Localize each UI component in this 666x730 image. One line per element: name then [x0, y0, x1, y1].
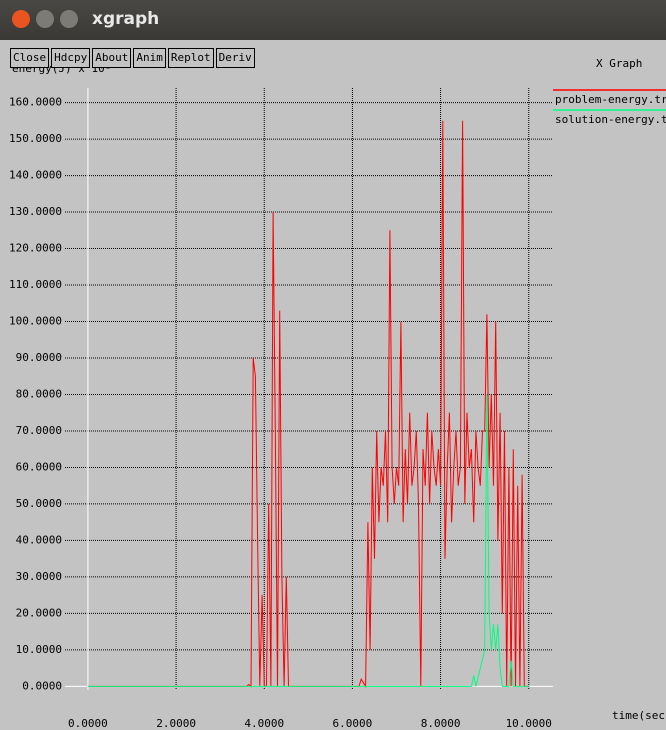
legend-label: solution-energy.tr: [555, 113, 666, 126]
y-tick-label: 10.0000: [16, 643, 62, 656]
y-tick-label: 20.0000: [16, 606, 62, 619]
title-bar: xgraph: [0, 0, 666, 40]
x-tick-label: 2.0000: [156, 717, 196, 730]
data-line: [87, 120, 529, 689]
chart-title: X Graph: [596, 57, 642, 70]
toolbar-button[interactable]: About: [92, 48, 132, 68]
y-tick-label: 140.0000: [9, 169, 62, 182]
data-line: [87, 394, 529, 687]
y-tick-label: 160.0000: [9, 96, 62, 109]
x-tick-label: 10.0000: [506, 717, 552, 730]
y-tick-label: 90.0000: [16, 351, 62, 364]
y-tick-label: 120.0000: [9, 242, 62, 255]
toolbar-button[interactable]: Close: [10, 48, 50, 68]
toolbar-button[interactable]: Replot: [167, 48, 214, 68]
max-dot[interactable]: [60, 10, 78, 28]
x-tick-label: 0.0000: [68, 717, 108, 730]
y-tick-label: 130.0000: [9, 205, 62, 218]
y-tick-label: 80.0000: [16, 387, 62, 400]
y-tick-label: 50.0000: [16, 497, 62, 510]
toolbar-button[interactable]: Deriv: [215, 48, 255, 68]
toolbar-button[interactable]: Anim: [133, 48, 166, 68]
y-tick-label: 60.0000: [16, 460, 62, 473]
x-axis-label: time(sec): [612, 709, 666, 722]
x-tick-label: 8.0000: [421, 717, 461, 730]
close-dot[interactable]: [12, 10, 30, 28]
y-tick-label: 70.0000: [16, 424, 62, 437]
y-tick-label: 30.0000: [16, 570, 62, 583]
window-title: xgraph: [92, 9, 160, 29]
x-tick-label: 4.0000: [244, 717, 284, 730]
y-tick-label: 40.0000: [16, 533, 62, 546]
y-tick-label: 110.0000: [9, 278, 62, 291]
y-tick-label: 100.0000: [9, 315, 62, 328]
y-tick-label: 0.0000: [22, 679, 62, 692]
toolbar-button[interactable]: Hdcpy: [51, 48, 91, 68]
y-tick-label: 150.0000: [9, 132, 62, 145]
min-dot[interactable]: [36, 10, 54, 28]
button-row: Close Hdcpy About Anim Replot Deriv: [10, 48, 255, 68]
legend-label: problem-energy.tr: [555, 93, 666, 106]
x-tick-label: 6.0000: [333, 717, 373, 730]
